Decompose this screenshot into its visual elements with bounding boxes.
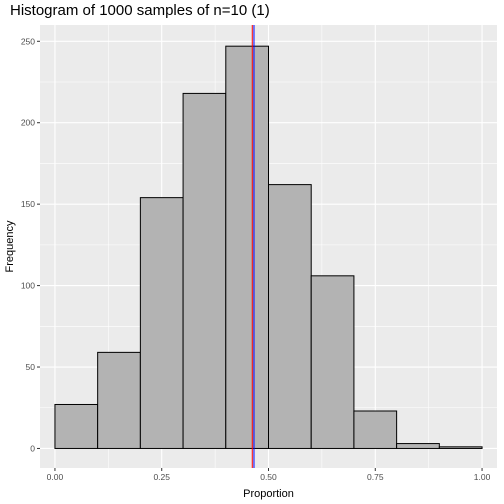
y-tick-label: 250 bbox=[21, 36, 35, 46]
y-tick-label: 50 bbox=[26, 362, 36, 372]
x-tick-label: 0.50 bbox=[260, 472, 277, 482]
x-axis: 0.00 0.25 0.50 0.75 1.00 bbox=[47, 468, 491, 482]
x-tick-label: 0.25 bbox=[153, 472, 170, 482]
histogram-bar bbox=[225, 45, 269, 449]
y-tick-label: 200 bbox=[21, 118, 35, 128]
histogram-bar bbox=[139, 197, 184, 449]
histogram-bar bbox=[54, 403, 99, 449]
y-axis-title: Frequency bbox=[4, 220, 16, 272]
x-tick-label: 0.75 bbox=[367, 472, 384, 482]
histogram-bar bbox=[97, 351, 141, 449]
reference-lines bbox=[251, 25, 255, 468]
histogram-bar bbox=[353, 410, 398, 449]
x-axis-title: Proportion bbox=[243, 488, 294, 500]
x-tick-label: 0.00 bbox=[47, 472, 64, 482]
histogram-bar bbox=[310, 275, 355, 449]
histogram-bar bbox=[396, 443, 440, 449]
y-tick-label: 100 bbox=[21, 281, 35, 291]
histogram-bar bbox=[182, 92, 227, 449]
y-tick-label: 0 bbox=[30, 443, 35, 453]
histogram-bar bbox=[438, 446, 483, 449]
chart-title: Histogram of 1000 samples of n=10 (1) bbox=[10, 2, 270, 19]
histogram-bars bbox=[54, 45, 483, 449]
histogram-bar bbox=[268, 184, 312, 449]
y-axis: 0 50 100 150 200 250 bbox=[21, 36, 40, 453]
y-tick-label: 150 bbox=[21, 199, 35, 209]
x-tick-label: 1.00 bbox=[474, 472, 491, 482]
